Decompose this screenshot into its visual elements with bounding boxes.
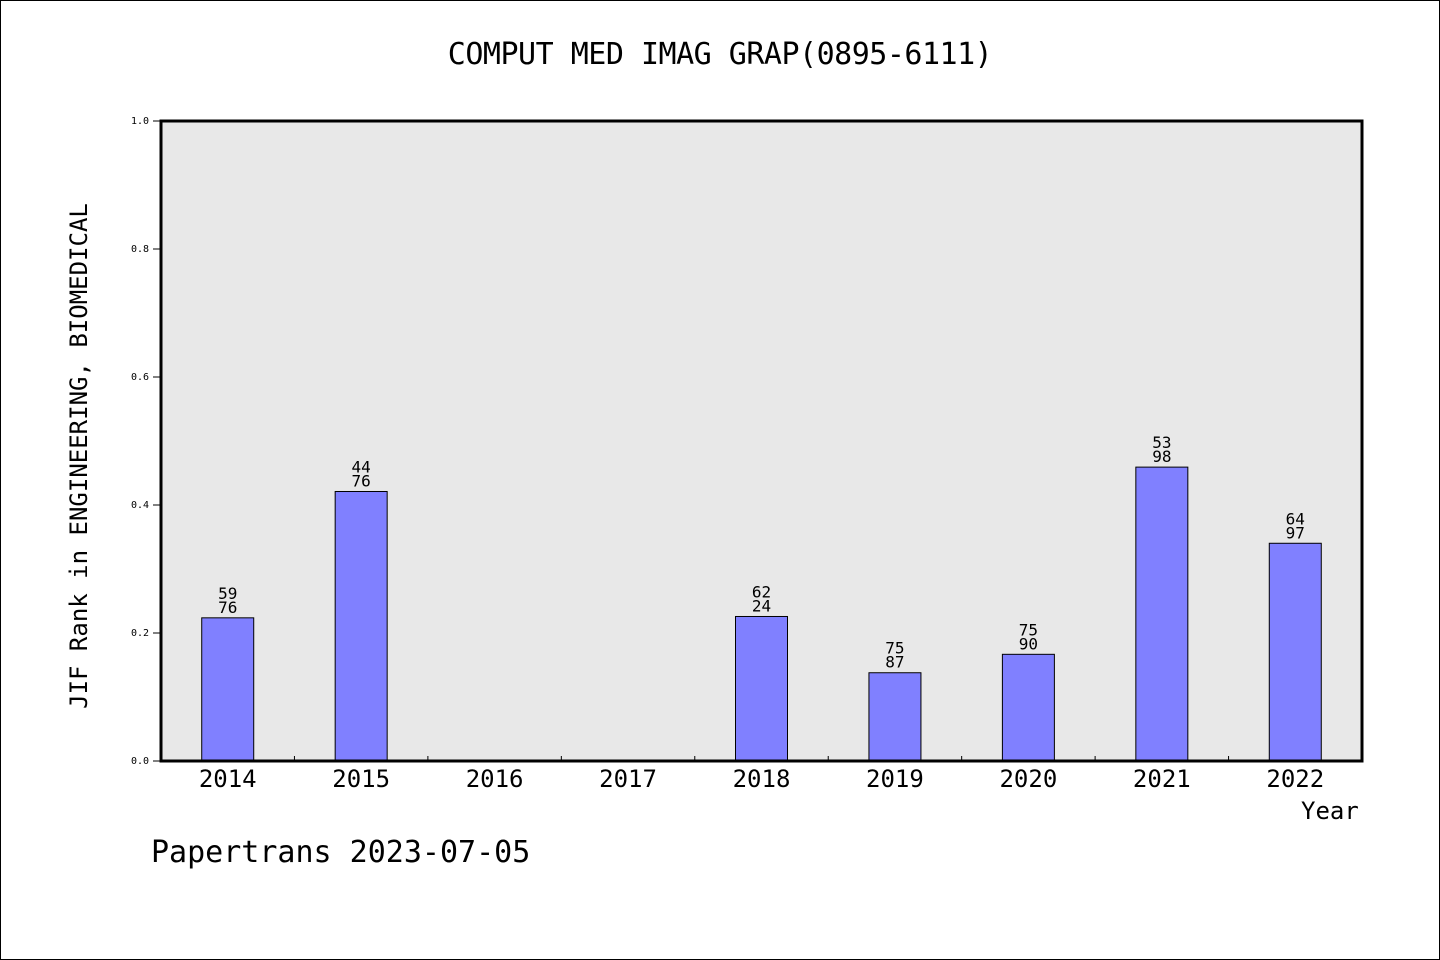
plot-border <box>159 119 1364 763</box>
bar <box>201 617 255 762</box>
bar <box>1001 653 1055 762</box>
y-axis-label: JIF Rank in ENGINEERING, BIOMEDICAL <box>65 203 93 709</box>
bar-rank-label: 59 <box>218 584 237 603</box>
x-tick-label: 2021 <box>1133 765 1191 793</box>
x-tick-label: 2017 <box>599 765 657 793</box>
x-tick-label: 2022 <box>1266 765 1324 793</box>
bar-total-label: 87 <box>885 653 904 672</box>
bar-total-label: 98 <box>1152 447 1171 466</box>
y-tick-label: 0.2 <box>131 628 149 639</box>
x-axis-label: Year <box>1301 797 1359 825</box>
y-tick-label: 0.0 <box>131 756 149 767</box>
bar-rank-label: 75 <box>1019 620 1038 639</box>
x-tick-label: 2016 <box>466 765 524 793</box>
x-tick-label: 2019 <box>866 765 924 793</box>
bar <box>735 615 788 762</box>
x-tick-label: 2018 <box>733 765 791 793</box>
bar-total-label: 90 <box>1019 634 1038 653</box>
y-tick-label: 0.6 <box>131 372 149 383</box>
chart-title: COMPUT MED IMAG GRAP(0895-6111) <box>447 37 993 72</box>
bar-total-label: 97 <box>1286 523 1305 542</box>
bar-rank-label: 53 <box>1152 433 1171 452</box>
bar <box>334 490 388 762</box>
bar-rank-label: 75 <box>885 639 904 658</box>
y-tick-label: 0.4 <box>131 500 149 511</box>
x-tick-label: 2020 <box>999 765 1057 793</box>
bar-total-label: 76 <box>352 471 371 490</box>
y-tick-label: 0.8 <box>131 244 149 255</box>
bar <box>868 672 922 762</box>
y-tick-label: 1.0 <box>131 116 149 127</box>
bar <box>1268 542 1322 762</box>
x-tick-label: 2015 <box>332 765 390 793</box>
bar-total-label: 24 <box>752 596 771 615</box>
bar-rank-label: 62 <box>752 582 771 601</box>
bar-total-label: 76 <box>218 598 237 617</box>
bar-rank-label: 44 <box>352 457 371 476</box>
bar <box>1135 466 1189 762</box>
footer-credit: Papertrans 2023-07-05 <box>151 835 531 870</box>
bar-rank-label: 64 <box>1286 509 1305 528</box>
x-tick-label: 2014 <box>199 765 257 793</box>
